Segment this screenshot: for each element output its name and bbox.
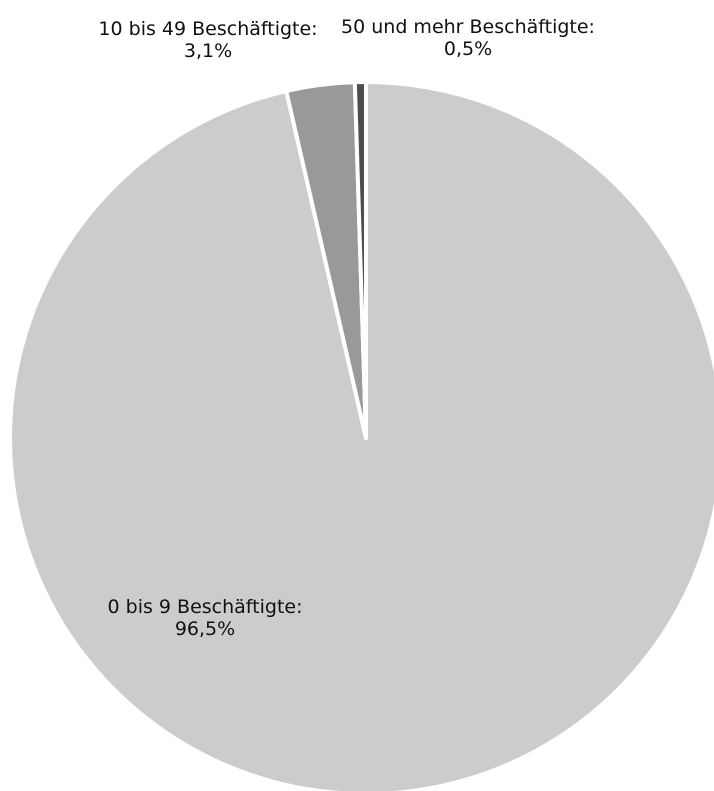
slice-label-name: 10 bis 49 Beschäftigte: xyxy=(98,18,318,40)
slice-label-value: 3,1% xyxy=(183,40,233,62)
slice-label-0-bis-9: 0 bis 9 Beschäftigte: 96,5% xyxy=(108,596,303,640)
slice-label-10-bis-49: 10 bis 49 Beschäftigte: 3,1% xyxy=(98,18,317,62)
slice-label-50-und-mehr: 50 und mehr Beschäftigte: 0,5% xyxy=(341,16,595,60)
slice-label-name: 50 und mehr Beschäftigte: xyxy=(341,16,595,38)
slice-label-value: 0,5% xyxy=(443,38,493,60)
pie-slice-50-und-mehr xyxy=(352,80,368,440)
slice-label-value: 96,5% xyxy=(174,618,236,640)
pie-slice-0-bis-9 xyxy=(8,80,714,791)
slice-label-name: 0 bis 9 Beschäftigte: xyxy=(107,596,303,618)
